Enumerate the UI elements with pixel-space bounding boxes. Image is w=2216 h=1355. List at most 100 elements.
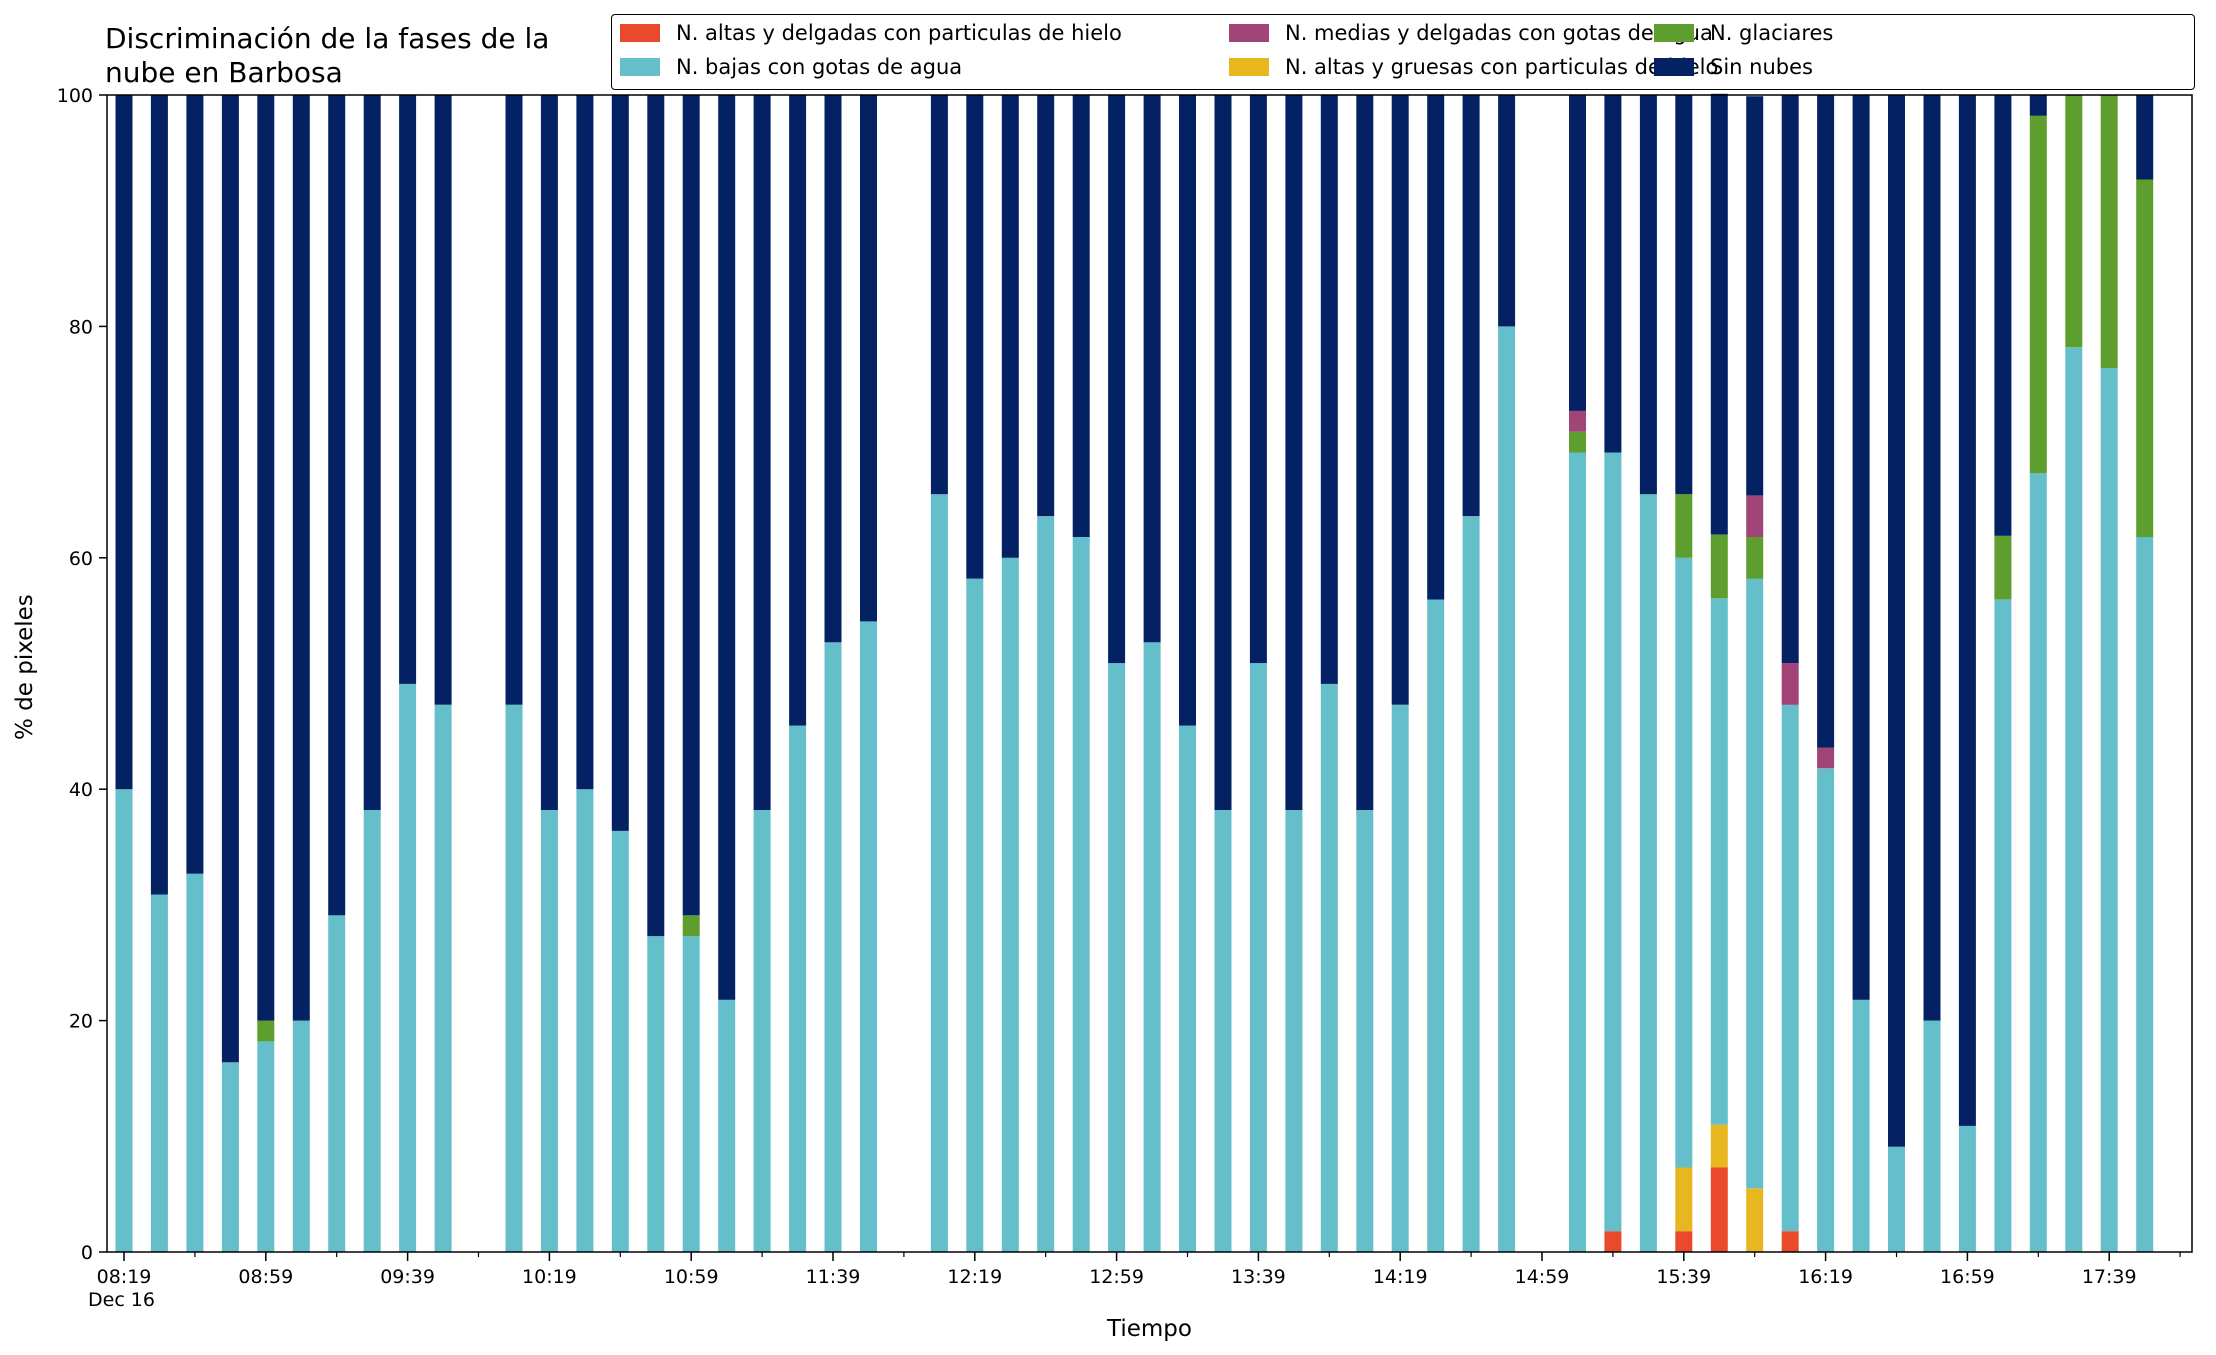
bar-segment-2-1 [150,894,168,1252]
bar-segment-2-45 [1817,768,1835,1252]
legend-swatch [1654,24,1694,42]
bar-segment-2-20 [860,621,877,1252]
bar-segment-3-54 [2136,179,2154,537]
bar-segment-5-16 [718,95,736,1000]
bar-segment-2-14 [647,936,665,1252]
bar-segment-3-50 [1994,535,2012,600]
bar-segment-4-45 [1817,747,1835,769]
bar-segment-5-46 [1852,95,1870,1000]
bar-segment-5-6 [328,95,346,916]
bar-segment-2-42 [1710,598,1728,1125]
x-tick-label-2: 09:39 [380,1266,435,1288]
bar-segment-2-51 [2029,473,2047,1252]
x-tick-label-12: 16:19 [1798,1266,1853,1288]
bar-segment-2-26 [1108,663,1126,1252]
bar-segment-0-41 [1675,1231,1693,1252]
bar-segment-5-36 [1462,95,1480,517]
bar-segment-5-4 [257,95,275,1021]
bar-segment-5-14 [647,95,665,937]
legend-swatch [1229,58,1269,76]
bar-segment-5-42 [1710,93,1728,535]
bar-segment-2-44 [1781,704,1799,1232]
bar-segment-5-34 [1391,95,1409,705]
bar-segment-2-17 [753,810,771,1252]
bar-segment-2-13 [611,830,629,1252]
bar-segment-5-24 [1037,95,1055,517]
chart-title: Discriminación de la fases de la nube en… [105,22,550,89]
bar-segment-2-29 [1214,810,1232,1252]
bar-segment-2-2 [186,873,204,1252]
bar-segment-0-44 [1781,1231,1799,1252]
bar-segment-4-43 [1746,495,1764,537]
y-axis-label: % de pixeles [12,594,38,740]
bar-segment-5-51 [2029,95,2047,116]
legend-label: Sin nubes [1710,55,1813,79]
bar-segment-5-10 [505,95,523,705]
bar-segment-2-52 [2065,347,2083,1252]
bar-segment-5-15 [682,95,700,916]
bar-segment-5-1 [150,95,168,895]
y-tick-label-3: 60 [69,548,93,570]
legend-swatch [1229,24,1269,42]
x-tick-label-11: 15:39 [1656,1266,1711,1288]
bar-segment-2-3 [221,1062,239,1252]
bar-segment-4-44 [1781,663,1799,705]
bar-segment-5-47 [1888,95,1905,1147]
bar-segment-2-48 [1923,1020,1941,1252]
bar-segment-2-41 [1675,557,1693,1168]
bar-segment-2-21 [930,494,948,1252]
y-tick-label-5: 100 [57,85,93,107]
bar-segment-0-42 [1710,1167,1728,1252]
bar-segment-5-45 [1817,95,1835,748]
bar-segment-2-23 [1001,557,1019,1252]
bar-segment-2-25 [1072,537,1090,1252]
legend-swatch [1654,58,1694,76]
x-tick-label-14: 17:39 [2082,1266,2137,1288]
bar-segment-5-8 [399,95,417,684]
y-tick-label-1: 20 [69,1011,93,1033]
bar-segment-2-15 [682,936,700,1252]
bar-segment-5-12 [576,95,594,790]
bar-segment-3-4 [257,1020,275,1042]
bar-segment-5-11 [540,95,558,810]
bar-segment-5-27 [1143,95,1161,643]
bar-segment-2-27 [1143,642,1161,1252]
bar-segment-2-9 [434,704,452,1252]
bar-segment-5-37 [1498,95,1516,327]
legend-swatch [620,24,660,42]
legend-label: N. medias y delgadas con gotas de agua [1285,21,1713,45]
bar-segment-2-50 [1994,599,2012,1252]
bar-segment-2-11 [540,810,558,1252]
bar-segment-2-46 [1852,999,1870,1252]
bar-segment-5-43 [1746,96,1764,496]
bar-segment-5-33 [1356,95,1374,810]
bar-segment-5-50 [1994,95,2012,536]
bar-segment-5-29 [1214,95,1232,810]
x-tick-label-8: 13:39 [1231,1266,1286,1288]
bar-segment-2-8 [399,683,417,1252]
bar-segment-3-52 [2065,95,2083,348]
x-tick-label-10: 14:59 [1515,1266,1570,1288]
bar-segment-2-31 [1285,810,1303,1252]
bar-segment-2-39 [1604,452,1622,1232]
x-tick-label-3: 10:19 [522,1266,577,1288]
bar-segment-5-35 [1427,95,1445,600]
legend-label: N. glaciares [1710,21,1834,45]
bar-segment-5-41 [1675,95,1693,495]
x-axis-label: Tiempo [1107,1316,1192,1342]
bar-segment-5-31 [1285,95,1303,810]
bar-segment-2-36 [1462,516,1480,1252]
bar-segment-2-18 [789,725,807,1252]
bar-segment-3-53 [2100,95,2118,369]
bar-segment-5-18 [789,95,807,726]
bar-segment-2-12 [576,789,594,1252]
bar-segment-3-41 [1675,494,1693,558]
bar-segment-2-47 [1888,1146,1905,1252]
bar-segment-2-7 [363,810,381,1252]
bar-segment-3-15 [682,915,700,937]
bar-segment-5-49 [1958,95,1976,1126]
bar-segment-5-23 [1001,95,1019,558]
bar-segment-5-13 [611,95,629,831]
bar-segment-2-54 [2136,537,2154,1252]
bar-segment-5-19 [824,95,842,643]
